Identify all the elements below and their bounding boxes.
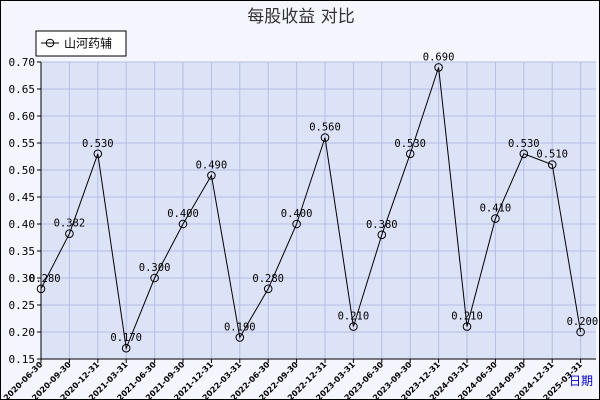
- y-tick-label: 0.60: [9, 110, 36, 123]
- data-point: [519, 149, 529, 159]
- data-labels: 0.280 0.382 0.530 0.170 0.300 0.400 0.490 0.190…: [29, 51, 598, 344]
- data-point: [434, 63, 443, 72]
- y-tick-label: 0.40: [9, 218, 36, 231]
- data-label: 0.382: [54, 218, 86, 230]
- data-point: [292, 219, 301, 229]
- data-point: [65, 229, 74, 239]
- plot-area: [41, 62, 596, 359]
- data-point: [235, 333, 245, 342]
- data-label: 0.560: [309, 122, 341, 134]
- legend-marker-icon: [45, 38, 55, 48]
- data-label: 0.510: [536, 149, 568, 161]
- data-label: 0.380: [366, 219, 398, 231]
- data-point: [178, 219, 188, 229]
- series-line: [40, 67, 582, 351]
- y-tick-label: 0.20: [9, 326, 36, 339]
- data-label: 0.400: [167, 208, 199, 220]
- y-tick-label: 0.55: [9, 137, 36, 150]
- y-tick-label: 0.50: [9, 164, 36, 177]
- data-label: 0.210: [338, 311, 370, 323]
- data-point: [207, 171, 216, 180]
- data-label: 0.690: [423, 51, 455, 63]
- data-point: [150, 273, 159, 283]
- data-label: 0.300: [139, 262, 171, 274]
- data-label: 0.530: [508, 138, 540, 150]
- data-label: 0.190: [224, 321, 256, 333]
- data-label: 0.210: [451, 311, 483, 323]
- data-point: [121, 343, 131, 353]
- x-axis-title: 日期: [569, 374, 593, 388]
- data-point: [93, 149, 103, 159]
- data-point: [547, 160, 557, 169]
- y-tick-label: 0.25: [9, 299, 36, 312]
- data-point: [320, 133, 330, 142]
- data-point: [491, 214, 500, 223]
- data-point: [349, 322, 358, 331]
- y-tick-label: 0.70: [9, 56, 36, 69]
- legend: 山河药辅: [35, 30, 127, 57]
- data-label: 0.530: [82, 138, 114, 150]
- data-label: 0.490: [196, 159, 228, 171]
- data-label: 0.280: [29, 273, 61, 285]
- data-point: [36, 284, 46, 294]
- data-label: 0.280: [252, 273, 284, 285]
- data-label: 0.530: [394, 138, 426, 150]
- y-tick-label: 0.65: [9, 83, 36, 96]
- y-tick-label: 0.15: [9, 353, 36, 366]
- y-tick-labels: 0.15 0.20 0.25 0.30 0.35 0.40 0.45 0.50 0.55 0.60…: [9, 56, 41, 366]
- series-line-group: [36, 63, 585, 353]
- y-tick-label: 0.35: [9, 245, 36, 258]
- data-label: 0.200: [567, 316, 599, 328]
- data-label: 0.170: [110, 332, 142, 344]
- data-point: [377, 230, 387, 240]
- data-point: [405, 149, 415, 159]
- legend-entry-label: 山河药辅: [64, 37, 112, 51]
- x-tick-labels: 2020-06-302020-09-302020-12-312021-03-31…: [2, 359, 584, 399]
- y-tick-label: 0.30: [9, 272, 36, 285]
- chart-title: 每股收益 对比: [247, 7, 354, 27]
- data-label: 0.400: [281, 208, 313, 220]
- y-tick-label: 0.45: [9, 191, 36, 204]
- data-point: [576, 327, 585, 337]
- axes: [40, 62, 596, 360]
- data-label: 0.410: [480, 203, 512, 215]
- data-point: [263, 284, 273, 294]
- data-point: [462, 322, 472, 331]
